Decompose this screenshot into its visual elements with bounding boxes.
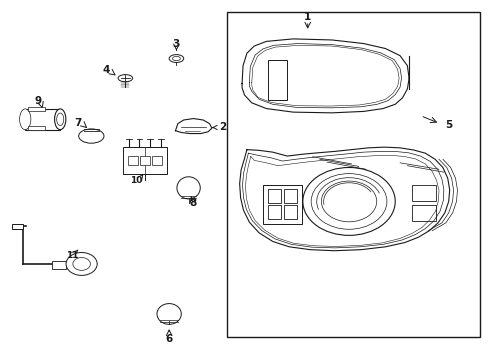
- Text: 10: 10: [130, 176, 142, 185]
- Text: 8: 8: [189, 198, 197, 208]
- Bar: [267, 189, 281, 203]
- Circle shape: [73, 257, 90, 270]
- Bar: [267, 60, 287, 100]
- Ellipse shape: [169, 55, 183, 63]
- Text: 5: 5: [444, 120, 451, 130]
- Bar: [12, 224, 23, 229]
- Bar: [28, 107, 45, 111]
- Circle shape: [66, 252, 97, 275]
- Text: 4: 4: [102, 65, 109, 75]
- Ellipse shape: [79, 129, 104, 143]
- Ellipse shape: [55, 109, 66, 130]
- Text: 3: 3: [172, 39, 180, 49]
- Bar: [411, 205, 435, 221]
- Bar: [127, 156, 137, 165]
- Ellipse shape: [57, 113, 63, 126]
- Bar: [267, 205, 281, 219]
- Ellipse shape: [20, 109, 31, 130]
- Text: 7: 7: [74, 118, 81, 128]
- Text: 6: 6: [165, 334, 172, 344]
- Ellipse shape: [118, 75, 132, 82]
- Ellipse shape: [172, 57, 180, 61]
- Bar: [263, 185, 302, 224]
- Bar: [122, 147, 166, 174]
- Ellipse shape: [177, 177, 200, 199]
- Bar: [140, 156, 149, 165]
- Text: 1: 1: [304, 13, 311, 22]
- Bar: [152, 156, 162, 165]
- Ellipse shape: [157, 303, 181, 324]
- Bar: [284, 189, 297, 203]
- Bar: [227, 12, 479, 337]
- Text: 2: 2: [212, 122, 226, 132]
- Text: 11: 11: [65, 251, 78, 260]
- Text: 9: 9: [34, 96, 41, 107]
- Bar: [411, 185, 435, 202]
- Bar: [284, 205, 297, 219]
- Bar: [52, 261, 66, 269]
- Bar: [25, 109, 60, 130]
- Bar: [28, 126, 45, 130]
